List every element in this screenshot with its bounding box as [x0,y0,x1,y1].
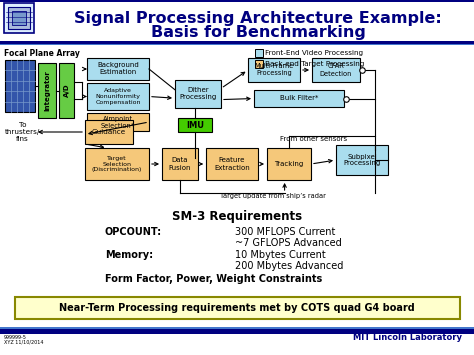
Text: 200 Mbytes Advanced: 200 Mbytes Advanced [235,261,343,271]
Bar [206,148,258,180]
Text: Background
Estimation: Background Estimation [97,62,139,76]
Text: Target
Selection
(Discrimination): Target Selection (Discrimination) [92,156,142,172]
Text: Focal Plane Array: Focal Plane Array [4,49,80,58]
Bar [267,148,311,180]
Bar [0,327,474,328]
Text: Subpixel
Processing: Subpixel Processing [343,153,381,166]
Text: Basis for Benchmarking: Basis for Benchmarking [151,25,365,40]
Text: OPCOUNT:: OPCOUNT: [105,227,162,237]
Text: Bulk Filter*: Bulk Filter* [280,95,318,102]
Bar [175,80,221,108]
Bar [0,44,474,45]
Bar [59,63,74,118]
Bar [87,113,149,131]
Text: Guidance: Guidance [92,129,126,135]
Text: IMU: IMU [186,120,204,130]
Bar [248,58,300,82]
Text: 10 Mbytes Current: 10 Mbytes Current [235,250,326,260]
Text: XYZ 11/10/2014: XYZ 11/10/2014 [4,340,44,345]
Bar [178,118,212,132]
Text: Back-end Target Processing: Back-end Target Processing [265,61,365,67]
Text: To
thrusters/
fins: To thrusters/ fins [5,122,40,142]
Bar [15,297,460,319]
Text: Aimpoint
Selection*: Aimpoint Selection* [101,115,135,129]
Text: ~7 GFLOPS Advanced: ~7 GFLOPS Advanced [235,238,342,248]
Text: CFAR
Detection: CFAR Detection [320,64,352,76]
Bar [255,49,263,57]
Text: Feature
Extraction: Feature Extraction [214,158,250,170]
Bar [87,83,149,110]
Text: Memory:: Memory: [105,250,153,260]
Text: From other sensors: From other sensors [280,136,347,142]
Text: Front-End Video Processing: Front-End Video Processing [265,50,363,56]
Text: 300 MFLOPS Current: 300 MFLOPS Current [235,227,336,237]
Bar [12,11,26,25]
Bar [8,7,30,29]
Text: Signal Processing Architecture Example:: Signal Processing Architecture Example: [74,11,442,26]
Bar [5,60,35,112]
Bar [0,329,474,334]
Text: MIT Lincoln Laboratory: MIT Lincoln Laboratory [353,333,462,342]
Bar [38,63,56,118]
Bar [162,148,198,180]
Text: A/D: A/D [64,84,70,97]
Bar [254,90,344,107]
Bar [87,58,149,80]
Text: Tracking: Tracking [274,161,304,167]
Text: Adaptive
Nonuniformity
Compensation: Adaptive Nonuniformity Compensation [95,88,141,105]
Bar [0,41,474,44]
Text: 999999-5: 999999-5 [4,335,27,340]
Bar [4,3,34,33]
Bar [336,145,388,175]
Text: SM-3 Requirements: SM-3 Requirements [172,210,302,223]
Bar [85,148,149,180]
Bar [85,120,133,144]
Text: Multi-Frame
Processing: Multi-Frame Processing [255,64,293,76]
Text: Form Factor, Power, Weight Constraints: Form Factor, Power, Weight Constraints [105,274,322,284]
Text: Data
Fusion: Data Fusion [169,158,191,170]
Text: Integrator: Integrator [44,70,50,111]
Text: Dither
Processing: Dither Processing [179,87,217,100]
Bar [312,58,360,82]
Text: Near-Term Processing requirements met by COTS quad G4 board: Near-Term Processing requirements met by… [59,303,415,313]
Bar [255,60,263,68]
Text: Target update from ship’s radar: Target update from ship’s radar [220,193,326,199]
Bar [0,0,474,1]
